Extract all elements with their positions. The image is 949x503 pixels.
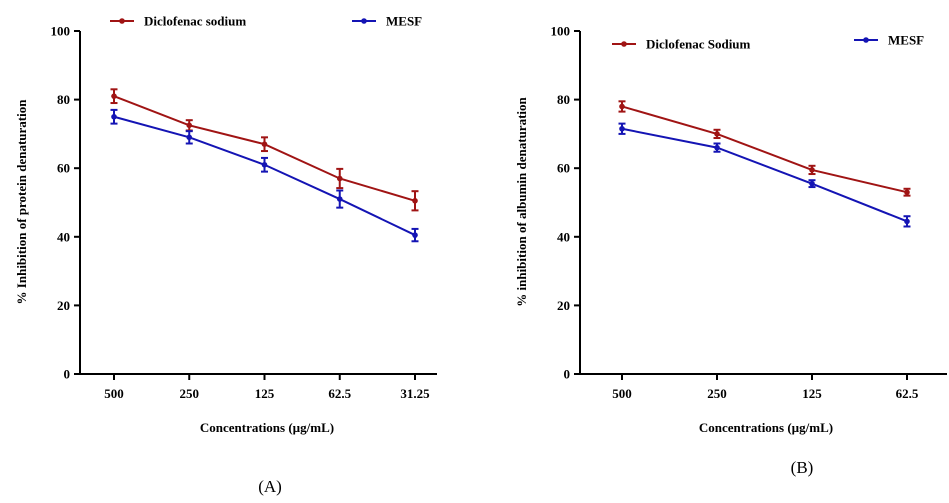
x-tick-label: 250: [180, 386, 200, 401]
legend-label: MESF: [888, 33, 924, 48]
data-point: [336, 196, 343, 202]
data-point: [111, 93, 117, 99]
y-tick-label: 80: [57, 92, 70, 107]
legend-marker: [863, 37, 869, 43]
x-axis-label: Concentrations (µg/mL): [699, 420, 833, 435]
y-axis-label: % inhibition of albumin denaturation: [514, 96, 529, 306]
series-line: [621, 105, 908, 194]
data-point: [714, 144, 720, 151]
y-tick-label: 80: [557, 92, 570, 107]
x-tick-label: 62.5: [896, 386, 919, 401]
x-axis-label: Concentrations (µg/mL): [200, 420, 334, 435]
data-point: [412, 197, 418, 204]
y-tick-label: 40: [57, 229, 70, 244]
series-mesf: [110, 108, 419, 243]
data-point: [714, 131, 720, 137]
panel-label: (B): [791, 458, 814, 477]
legend-entry: MESF: [352, 14, 422, 29]
data-point: [809, 167, 815, 173]
chart-panel-2: 0 20 40 60 80 100 500 250 125 62.5 Concentrations …: [514, 24, 947, 477]
data-point: [904, 218, 910, 225]
data-point: [111, 113, 117, 120]
x-tick-label: 250: [707, 386, 727, 401]
legend-entry: Diclofenac Sodium: [612, 37, 751, 52]
x-tick-label: 500: [612, 386, 632, 401]
series-mesf: [618, 122, 911, 228]
data-point: [261, 141, 268, 147]
data-point: [412, 232, 418, 238]
y-tick-label: 100: [551, 24, 571, 39]
data-point: [336, 175, 343, 182]
data-point: [261, 161, 268, 168]
data-point: [619, 103, 625, 110]
series-diclofenac: [110, 88, 419, 212]
x-tick-label: 62.5: [328, 386, 351, 401]
data-point: [904, 189, 910, 196]
x-tick-label: 500: [104, 386, 124, 401]
data-point: [186, 122, 193, 129]
data-point: [186, 134, 193, 141]
series-diclofenac: [618, 100, 911, 197]
x-tick-label: 125: [802, 386, 822, 401]
y-tick-label: 60: [557, 161, 570, 176]
chart-panel-1: 0 20 40 60 80 100 500 250 125 62.5 31.25 Concentrat…: [14, 14, 437, 496]
x-tick-label: 125: [255, 386, 275, 401]
y-tick-label: 100: [51, 24, 71, 39]
y-axis-label: % Inhibition of protein denaturation: [14, 99, 29, 305]
legend-entry: Diclofenac sodium: [110, 14, 246, 29]
y-tick-label: 60: [57, 161, 70, 176]
y-tick-label: 0: [564, 367, 571, 382]
legend-marker: [119, 18, 125, 24]
legend-marker: [361, 18, 367, 24]
y-tick-label: 20: [557, 298, 570, 313]
legend-label: Diclofenac sodium: [144, 14, 246, 29]
y-tick-label: 40: [557, 229, 570, 244]
y-tick-label: 20: [57, 298, 70, 313]
x-tick-label: 31.25: [400, 386, 430, 401]
data-point: [809, 180, 815, 187]
legend-marker: [621, 41, 627, 47]
data-point: [619, 125, 625, 132]
legend-label: Diclofenac Sodium: [646, 37, 751, 52]
series-line: [621, 127, 908, 223]
y-tick-label: 0: [64, 367, 71, 382]
legend-entry: MESF: [854, 33, 924, 48]
series-line: [113, 115, 416, 236]
legend-label: MESF: [386, 14, 422, 29]
panel-label: (A): [258, 477, 282, 496]
